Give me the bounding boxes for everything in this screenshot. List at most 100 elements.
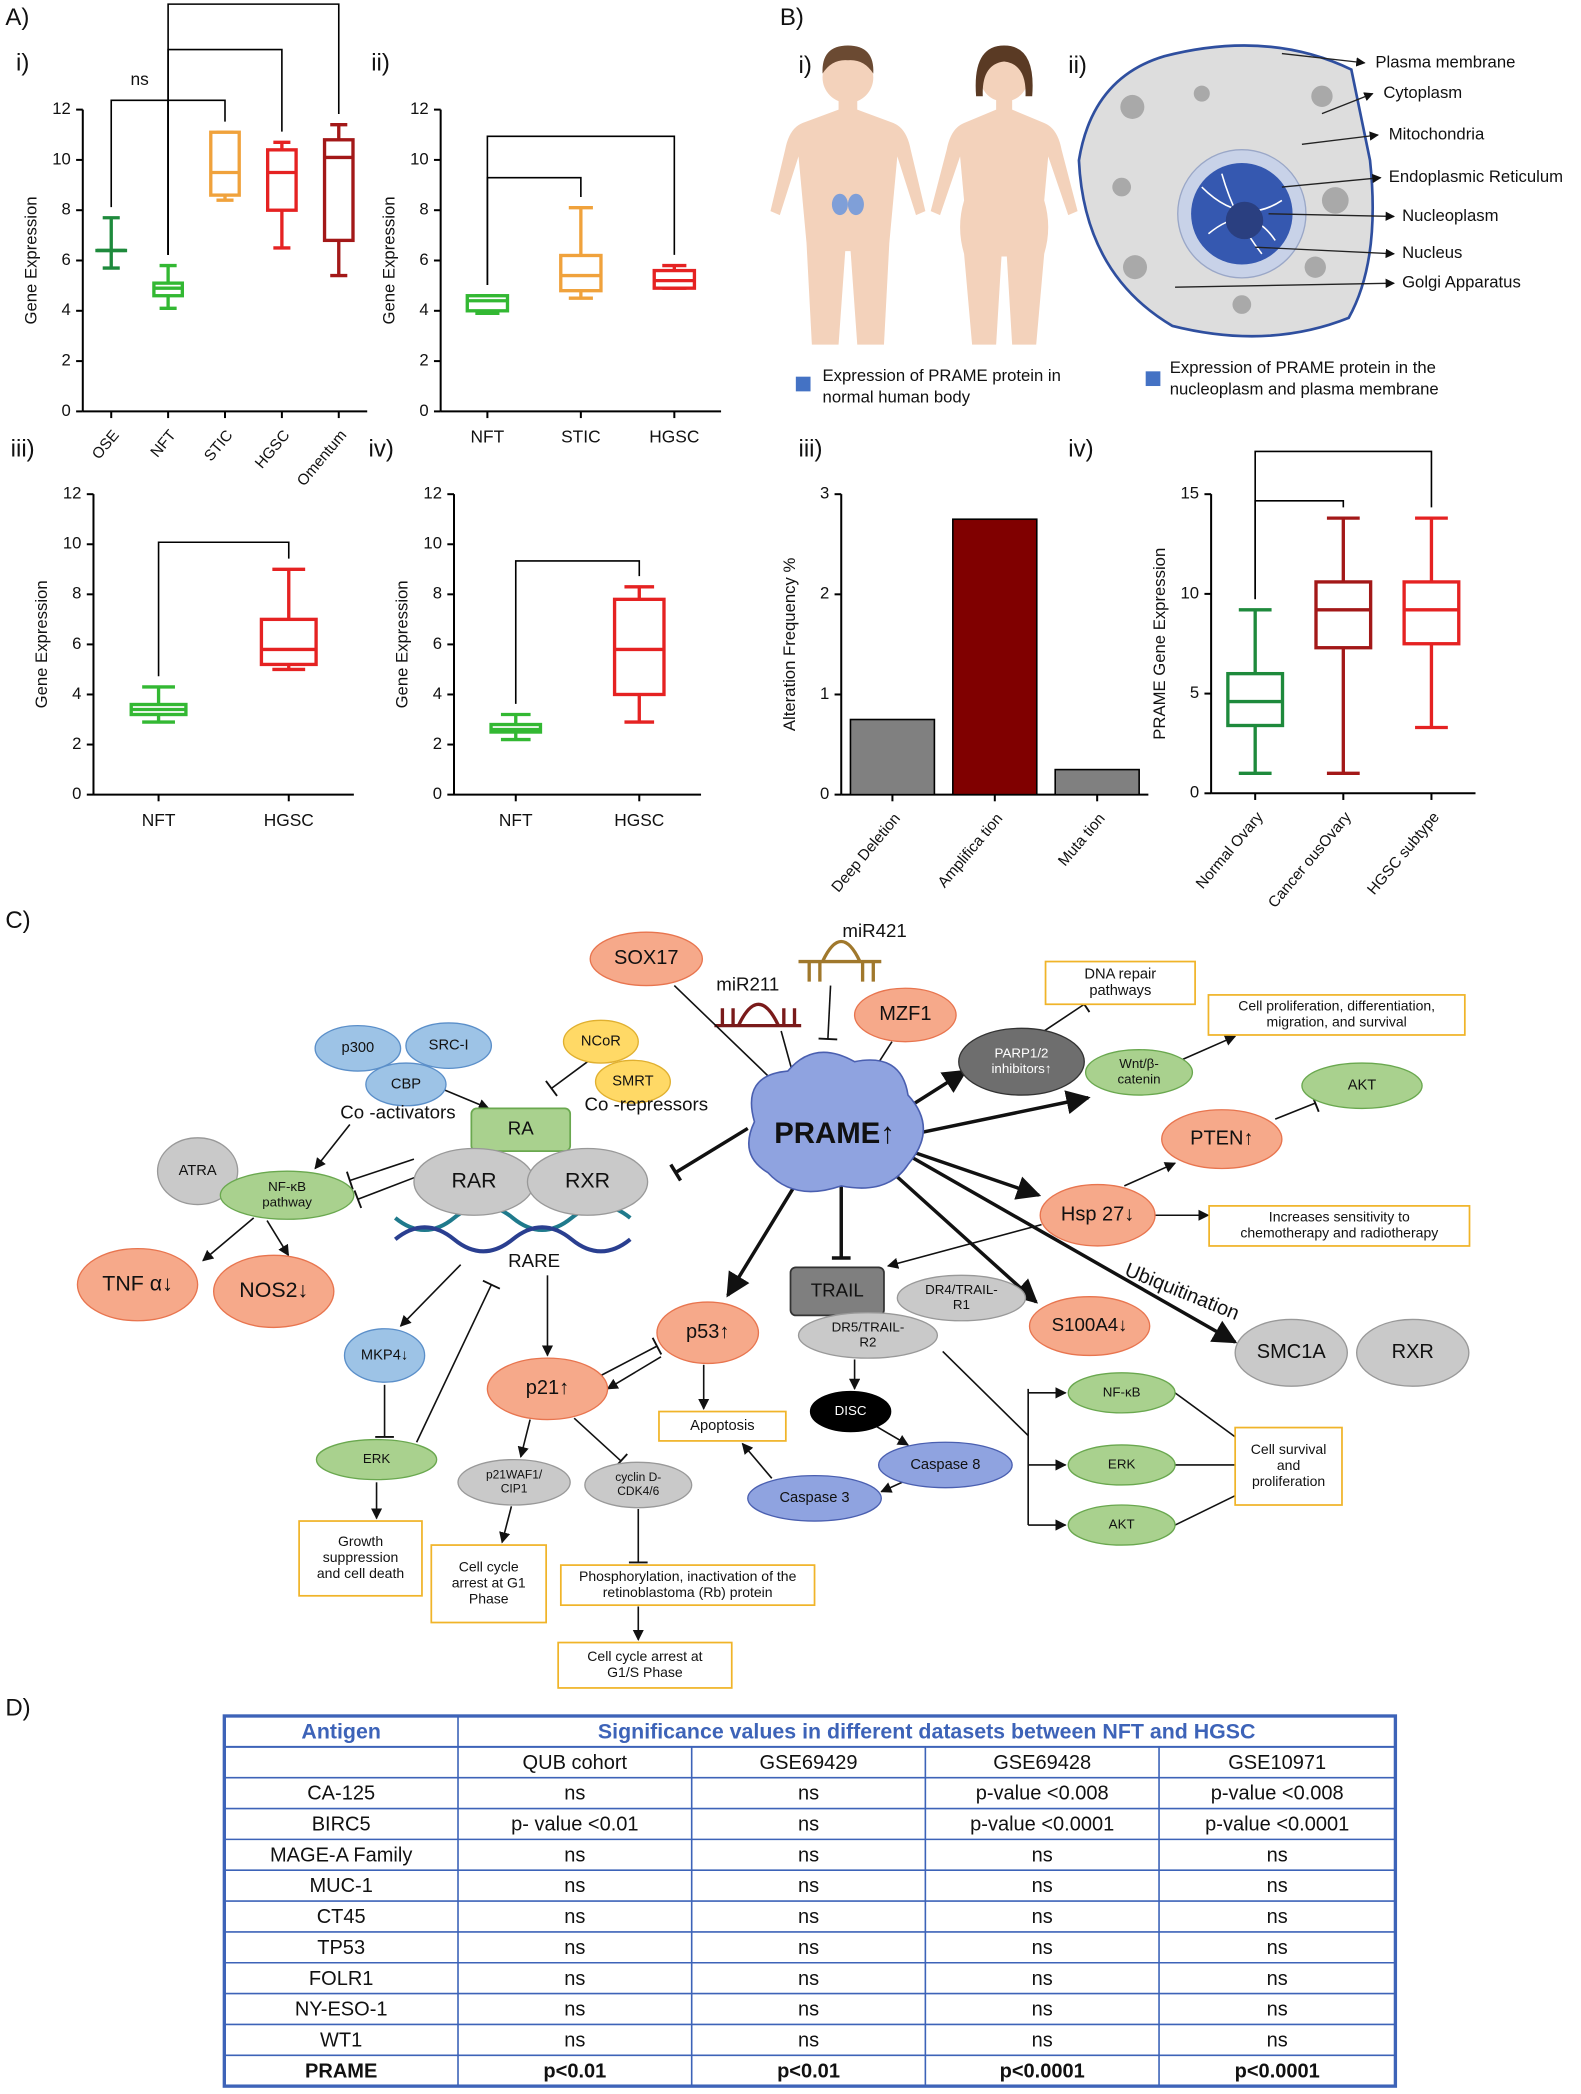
- diagram-box: [1207, 994, 1466, 1036]
- node-label: PARP1/2: [995, 1046, 1049, 1061]
- y-tick-label: 15: [1181, 484, 1200, 503]
- node-label: TRAIL: [811, 1279, 864, 1300]
- table-subheader: GSE69429: [760, 1752, 858, 1774]
- y-tick-label: 4: [61, 300, 70, 319]
- diagram-node: [1039, 1183, 1156, 1247]
- diagram-node: [1028, 1296, 1151, 1357]
- panel-label: i): [799, 52, 812, 79]
- table-cell: CA-125: [307, 1783, 375, 1805]
- cell-part-label: Golgi Apparatus: [1402, 273, 1521, 292]
- bar: [1054, 768, 1140, 796]
- node-label: SRC-I: [429, 1038, 469, 1054]
- diagram-node: [315, 1438, 438, 1481]
- node-label: MZF1: [879, 1003, 931, 1025]
- node-label: Caspase 3: [779, 1490, 849, 1506]
- diagram-node: [1161, 1109, 1283, 1170]
- node-label: Cell cycle arrest at: [587, 1648, 702, 1664]
- bar: [952, 518, 1038, 796]
- table-cell: ns: [564, 2029, 585, 2051]
- connector: [902, 1146, 1042, 1200]
- node-label: RAR: [451, 1169, 496, 1193]
- table-cell: ns: [1267, 1875, 1288, 1897]
- significance-bracket: [486, 135, 676, 286]
- table-cell: ns: [798, 1999, 819, 2021]
- table-subheader: QUB cohort: [523, 1752, 628, 1774]
- connector: [551, 1061, 589, 1090]
- connector: [909, 1069, 968, 1108]
- table-cell: ns: [798, 2029, 819, 2051]
- significance-bracket: [167, 3, 340, 255]
- table-cell: p-value <0.008: [976, 1783, 1109, 1805]
- node-label: DISC: [835, 1403, 867, 1418]
- node-label: NF-κB: [268, 1179, 306, 1194]
- table-cell: ns: [1267, 1937, 1288, 1959]
- node-label: Phase: [469, 1591, 509, 1607]
- diagram-node: [156, 1137, 239, 1206]
- y-tick-label: 12: [410, 99, 429, 118]
- connector: [202, 1217, 255, 1262]
- diagram-node: [896, 1274, 1027, 1322]
- diagram-label: Co -repressors: [584, 1094, 708, 1115]
- y-tick-label: 8: [61, 200, 70, 219]
- x-tick-label: HGSC subtype: [1364, 809, 1443, 898]
- table-cell: p<0.0001: [1235, 2060, 1320, 2082]
- diagram-node: [562, 1019, 639, 1064]
- x-tick-label: HGSC: [614, 810, 664, 830]
- y-tick-label: 8: [72, 584, 81, 603]
- connector: [357, 1174, 421, 1200]
- inhibition-bar: [818, 1037, 838, 1041]
- table-cell: ns: [1032, 1844, 1053, 1866]
- cell-part-label: Mitochondria: [1389, 124, 1485, 143]
- table-cell: ns: [564, 1999, 585, 2021]
- box: [1314, 580, 1373, 650]
- y-tick-label: 4: [419, 300, 428, 319]
- node-label: DR4/TRAIL-: [925, 1282, 998, 1297]
- table-cell: ns: [564, 1968, 585, 1990]
- node-label: migration, and survival: [1267, 1014, 1407, 1030]
- diagram-box: [658, 1410, 787, 1442]
- y-tick-label: 10: [1181, 583, 1200, 602]
- y-tick-label: 0: [1190, 783, 1199, 802]
- y-tick-label: 10: [63, 534, 82, 553]
- diagram-node: [853, 987, 957, 1043]
- node-label: cyclin D-: [615, 1470, 661, 1484]
- node-label: RXR: [1392, 1341, 1434, 1363]
- panel-label: iv): [369, 435, 394, 462]
- significance-bracket: [110, 99, 169, 255]
- table-cell: FOLR1: [309, 1968, 374, 1990]
- diagram-label: RARE: [508, 1250, 560, 1271]
- connector: [1180, 1035, 1237, 1062]
- connector: [875, 1425, 909, 1446]
- table-cell: ns: [1267, 2029, 1288, 2051]
- table-cell: ns: [564, 1783, 585, 1805]
- diagram-node: [343, 1328, 426, 1383]
- x-tick-label: NFT: [499, 810, 533, 830]
- y-tick-label: 5: [1190, 683, 1199, 702]
- table-cell: ns: [798, 1968, 819, 1990]
- connector: [499, 1506, 513, 1544]
- box: [612, 597, 666, 697]
- y-tick-label: 2: [61, 351, 70, 370]
- inhibition-bar: [346, 1171, 354, 1190]
- diagram-node: [1234, 1318, 1348, 1387]
- node-label: and: [1277, 1457, 1300, 1473]
- connector: [573, 1417, 622, 1462]
- table-cell: p<0.0001: [1000, 2060, 1085, 2082]
- box: [465, 294, 510, 313]
- node-label: Wnt/β-: [1119, 1056, 1159, 1071]
- node-label: Cell survival: [1251, 1441, 1327, 1457]
- table-cell: p<0.01: [777, 2060, 840, 2082]
- node-label: Cell proliferation, differentiation,: [1238, 998, 1435, 1014]
- diagram-label: miR421: [842, 920, 906, 941]
- node-label: S100A4↓: [1052, 1314, 1128, 1335]
- diagram-node: [809, 1390, 892, 1433]
- table-cell: ns: [1032, 1937, 1053, 1959]
- table-cell: BIRC5: [312, 1814, 371, 1836]
- connector: [266, 1220, 290, 1257]
- y-tick-label: 0: [419, 401, 428, 420]
- table-cell: TP53: [317, 1937, 365, 1959]
- panel-label: ii): [1068, 52, 1087, 79]
- connector: [606, 1356, 662, 1390]
- y-tick-label: 2: [433, 734, 442, 753]
- table-cell: p-value <0.0001: [970, 1814, 1114, 1836]
